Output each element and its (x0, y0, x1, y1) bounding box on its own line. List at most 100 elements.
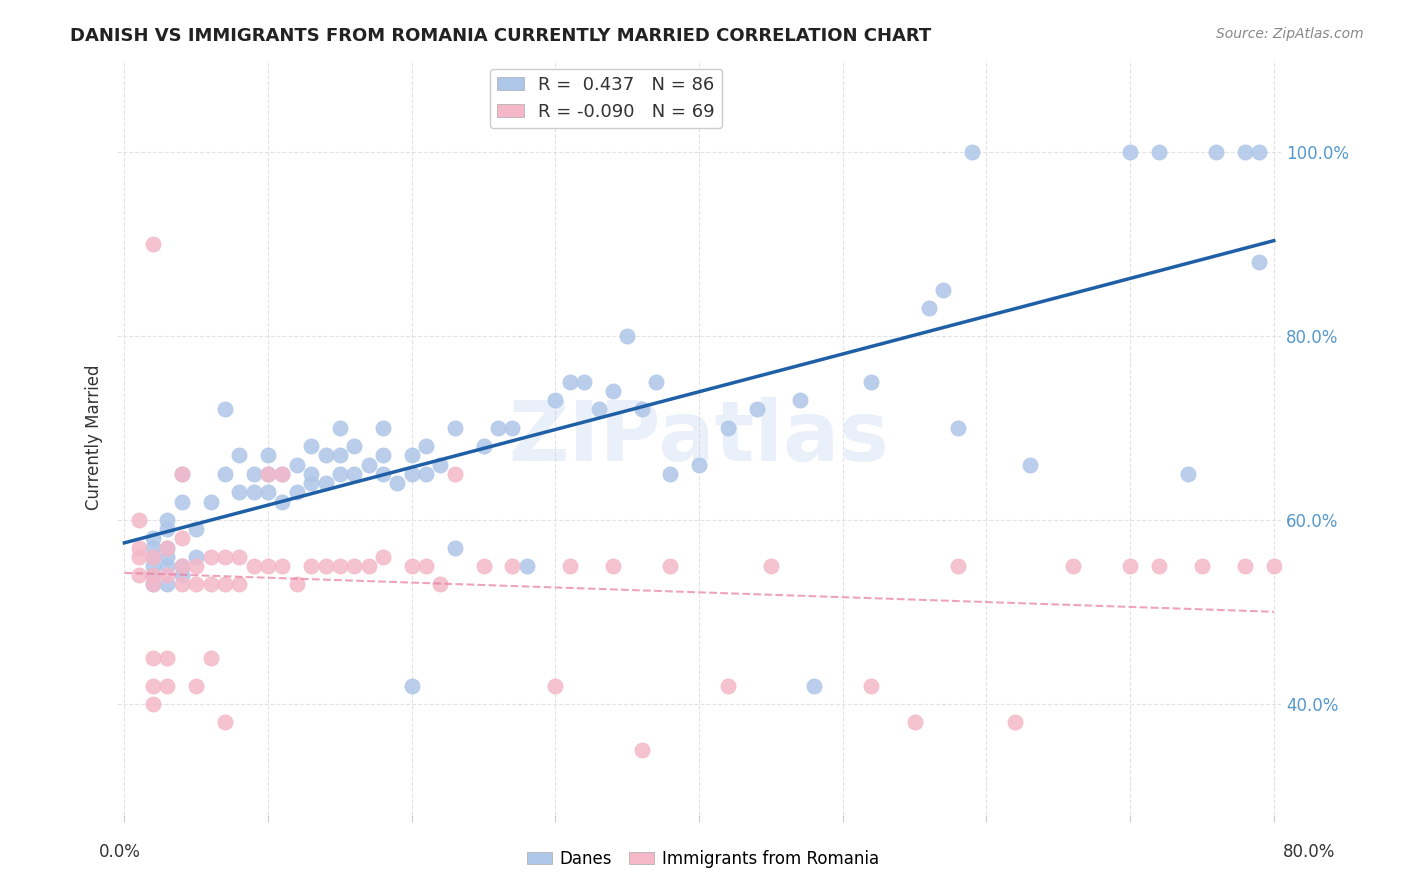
Point (1191, 559, 1213, 574)
Point (142, 568, 165, 582)
Legend: R =  0.437   N = 86, R = -0.090   N = 69: R = 0.437 N = 86, R = -0.090 N = 69 (489, 69, 723, 128)
Point (156, 541, 179, 555)
Point (717, 679, 740, 693)
Point (142, 559, 165, 574)
Text: 80.0%: 80.0% (1284, 843, 1336, 861)
Point (443, 541, 465, 555)
Point (516, 559, 538, 574)
Point (544, 393, 567, 408)
Point (415, 467, 437, 481)
Point (1119, 559, 1142, 574)
Point (186, 577, 208, 591)
Point (142, 549, 165, 564)
Point (142, 568, 165, 582)
Point (170, 494, 193, 508)
Point (472, 559, 495, 574)
Point (789, 393, 811, 408)
Point (228, 577, 250, 591)
Point (315, 559, 337, 574)
Point (271, 467, 294, 481)
Point (214, 715, 236, 730)
Point (242, 485, 264, 500)
Point (429, 458, 451, 472)
Point (214, 549, 236, 564)
Point (186, 549, 208, 564)
Point (343, 467, 366, 481)
Point (659, 559, 682, 574)
Point (170, 467, 193, 481)
Text: ZIPatlas: ZIPatlas (509, 397, 890, 477)
Point (1334, 559, 1357, 574)
Point (1249, 145, 1271, 159)
Point (429, 577, 451, 591)
Point (659, 467, 682, 481)
Point (214, 577, 236, 591)
Point (142, 577, 165, 591)
Point (156, 679, 179, 693)
Point (142, 549, 165, 564)
Point (572, 375, 595, 389)
Point (472, 439, 495, 453)
Point (257, 449, 280, 463)
Point (860, 375, 883, 389)
Point (257, 467, 280, 481)
Point (271, 559, 294, 574)
Point (271, 494, 294, 508)
Point (214, 467, 236, 481)
Point (315, 476, 337, 491)
Point (329, 467, 352, 481)
Point (803, 679, 825, 693)
Point (343, 559, 366, 574)
Point (946, 421, 969, 435)
Point (156, 541, 179, 555)
Point (387, 476, 409, 491)
Point (156, 559, 179, 574)
Point (602, 384, 624, 398)
Text: DANISH VS IMMIGRANTS FROM ROMANIA CURRENTLY MARRIED CORRELATION CHART: DANISH VS IMMIGRANTS FROM ROMANIA CURREN… (70, 27, 932, 45)
Point (602, 559, 624, 574)
Point (156, 549, 179, 564)
Point (645, 375, 668, 389)
Point (544, 679, 567, 693)
Point (170, 532, 193, 546)
Point (688, 458, 710, 472)
Point (271, 467, 294, 481)
Point (156, 568, 179, 582)
Point (299, 467, 322, 481)
Point (299, 439, 322, 453)
Legend: Danes, Immigrants from Romania: Danes, Immigrants from Romania (520, 844, 886, 875)
Point (415, 559, 437, 574)
Text: 0.0%: 0.0% (98, 843, 141, 861)
Point (415, 439, 437, 453)
Point (932, 283, 955, 297)
Point (1234, 559, 1257, 574)
Point (170, 467, 193, 481)
Point (588, 402, 610, 417)
Point (170, 559, 193, 574)
Point (903, 715, 925, 730)
Text: Source: ZipAtlas.com: Source: ZipAtlas.com (1216, 27, 1364, 41)
Point (717, 421, 740, 435)
Point (329, 449, 352, 463)
Point (200, 549, 222, 564)
Point (142, 697, 165, 711)
Point (1291, 559, 1313, 574)
Point (371, 549, 394, 564)
Point (200, 494, 222, 508)
Point (1018, 458, 1040, 472)
Point (156, 513, 179, 527)
Point (228, 449, 250, 463)
Point (1320, 559, 1343, 574)
Point (329, 559, 352, 574)
Point (186, 679, 208, 693)
Point (257, 559, 280, 574)
Point (486, 421, 509, 435)
Point (371, 421, 394, 435)
Point (371, 467, 394, 481)
Point (156, 577, 179, 591)
Point (946, 559, 969, 574)
Point (1177, 467, 1199, 481)
Point (329, 421, 352, 435)
Point (170, 559, 193, 574)
Point (630, 402, 652, 417)
